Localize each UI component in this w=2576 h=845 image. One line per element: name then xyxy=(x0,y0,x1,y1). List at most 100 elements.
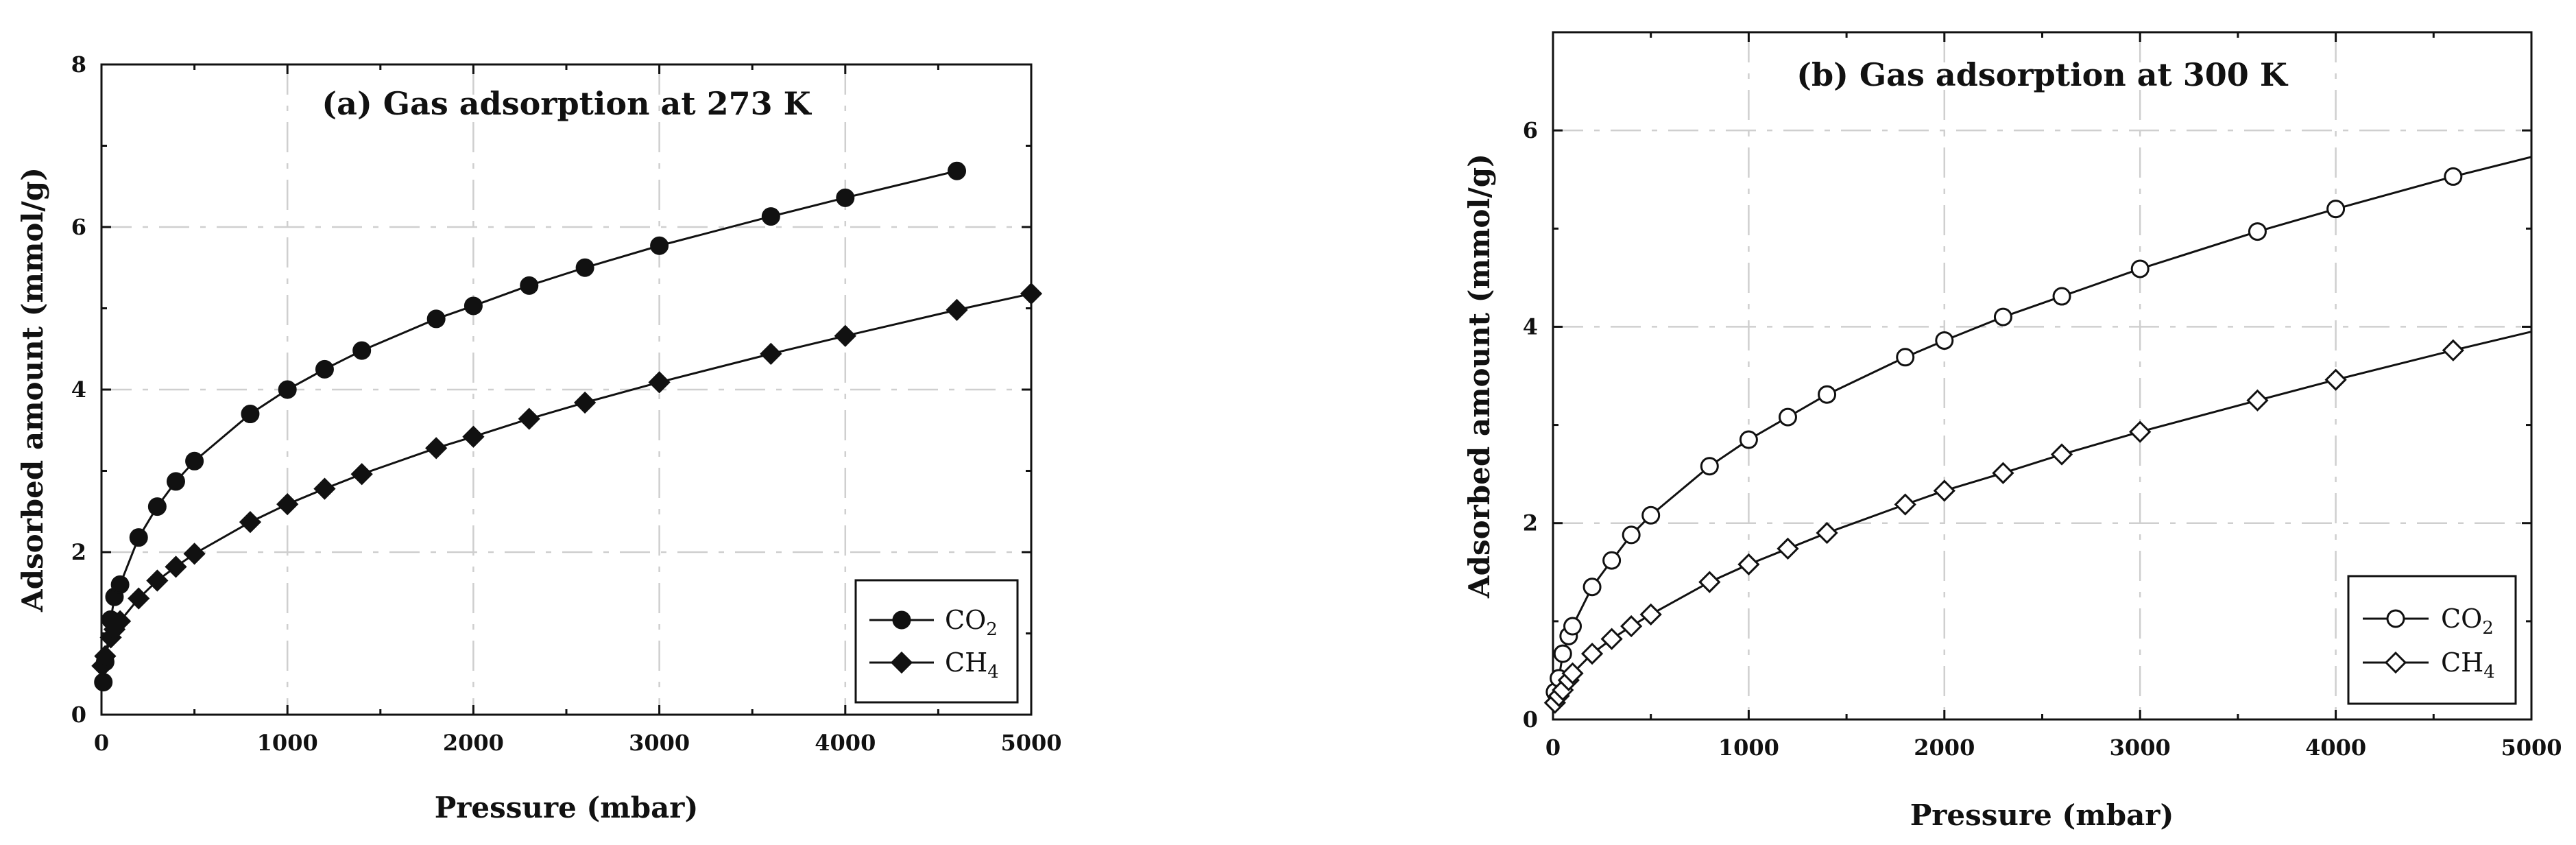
chart-a-point-ch4 xyxy=(946,298,968,321)
chart-a-point-co2 xyxy=(520,276,539,295)
chart-a-x-tick-label: 4000 xyxy=(815,730,876,756)
chart-b-point-co2 xyxy=(1582,578,1602,597)
chart-b-point-co2 xyxy=(1935,331,1954,350)
chart-b-point-co2 xyxy=(1739,430,1758,449)
chart-b-point-co2 xyxy=(1563,617,1582,636)
chart-b-y-tick-label: 0 xyxy=(1523,706,1538,733)
chart-b: 0 1000 2000 3000 4000 5000 0 2 4 6 (b) Gas adsorp… xyxy=(1462,31,2562,832)
chart-a-point-ch4 xyxy=(108,610,132,632)
chart-a-point-co2 xyxy=(352,341,372,360)
chart-a-point-ch4 xyxy=(128,587,150,610)
chart-a-point-ch4 xyxy=(648,371,671,394)
chart-a-point-ch4 xyxy=(350,463,373,486)
chart-b-y-axis-label: Adsorbed amount (mmol/g) xyxy=(1462,154,1496,599)
chart-a-point-ch4 xyxy=(313,477,336,500)
chart-a-x-tick-label: 2000 xyxy=(443,730,504,756)
chart-a-point-co2 xyxy=(147,497,167,516)
chart-b-point-ch4 xyxy=(1816,521,1838,545)
chart-a-legend-marker-co2 xyxy=(892,610,911,630)
chart-a-point-ch4 xyxy=(760,342,782,365)
chart-a-point-co2 xyxy=(129,528,148,547)
chart-b-point-co2 xyxy=(1993,307,2012,326)
chart-a-point-co2 xyxy=(241,405,260,424)
chart-b-point-co2 xyxy=(2248,222,2267,241)
chart-b-point-co2 xyxy=(1553,644,1572,663)
chart-a-title: (a) Gas adsorption at 273 K xyxy=(322,85,812,122)
chart-b-legend-marker-ch4 xyxy=(2384,651,2407,674)
chart-a-y-tick-label: 0 xyxy=(71,702,86,728)
chart-b-point-ch4 xyxy=(2442,339,2464,361)
chart-a-point-co2 xyxy=(315,359,334,379)
chart-b-x-tick-label: 2000 xyxy=(1914,735,1975,761)
chart-b-point-ch4 xyxy=(2129,420,2152,443)
chart-b-point-co2 xyxy=(1641,505,1661,525)
chart-a-point-ch4 xyxy=(183,543,206,565)
chart-b-x-tick-label: 3000 xyxy=(2110,735,2171,761)
chart-a-point-ch4 xyxy=(573,391,597,414)
chart-b-y-tick-label: 2 xyxy=(1523,510,1538,536)
chart-a-point-ch4 xyxy=(1020,283,1043,305)
chart-b-point-ch4 xyxy=(1600,628,1623,650)
chart-b-x-tick-label: 4000 xyxy=(2305,735,2366,761)
chart-a-point-ch4 xyxy=(834,324,856,347)
chart-b-point-ch4 xyxy=(2050,443,2073,466)
chart-a: 0 1000 2000 3000 4000 5000 0 2 4 6 8 (a) Gas adsor… xyxy=(16,51,1062,824)
chart-b-point-ch4 xyxy=(1992,462,2014,484)
chart-a-point-ch4 xyxy=(425,437,448,460)
chart-a-legend-marker-ch4 xyxy=(890,651,913,674)
chart-b-y-tick-label: 4 xyxy=(1523,313,1538,340)
chart-b-point-co2 xyxy=(2444,167,2463,186)
chart-a-point-co2 xyxy=(948,161,967,180)
chart-b-point-ch4 xyxy=(1698,571,1721,593)
chart-b-point-ch4 xyxy=(2324,368,2347,391)
chart-b-point-co2 xyxy=(1700,457,1719,476)
chart-a-point-co2 xyxy=(761,207,780,226)
chart-b-legend-box xyxy=(2347,575,2517,705)
chart-b-point-ch4 xyxy=(1737,553,1760,575)
chart-b-point-ch4 xyxy=(1620,615,1643,638)
chart-a-legend-box xyxy=(854,579,1019,704)
chart-b-x-tick-label: 1000 xyxy=(1718,735,1779,761)
chart-a-point-co2 xyxy=(94,673,113,692)
chart-b-legend-label-co2: CO2 xyxy=(2441,604,2494,639)
chart-b-point-co2 xyxy=(1602,551,1622,570)
chart-b-point-co2 xyxy=(1778,407,1797,427)
chart-a-legend-label-co2: CO2 xyxy=(945,605,998,640)
chart-a-point-co2 xyxy=(110,575,130,594)
chart-b-point-co2 xyxy=(2130,259,2150,278)
chart-a-legend: CO2 CH4 xyxy=(854,579,1019,704)
chart-a-point-co2 xyxy=(464,296,483,316)
chart-b-point-ch4 xyxy=(2246,389,2269,412)
chart-b-point-co2 xyxy=(1896,348,1915,367)
chart-b-point-ch4 xyxy=(1933,479,1955,502)
chart-b-x-tick-label: 5000 xyxy=(2501,735,2562,761)
chart-a-point-co2 xyxy=(426,309,446,329)
chart-a-point-ch4 xyxy=(239,511,262,534)
chart-b-point-co2 xyxy=(2326,200,2346,219)
chart-b-x-tick-label: 0 xyxy=(1545,735,1561,761)
chart-a-point-ch4 xyxy=(165,556,187,578)
chart-a-point-co2 xyxy=(575,258,594,277)
chart-b-legend: CO2 CH4 xyxy=(2347,575,2517,705)
chart-b-title: (b) Gas adsorption at 300 K xyxy=(1796,56,2289,93)
chart-b-legend-marker-co2 xyxy=(2386,609,2405,628)
chart-b-point-co2 xyxy=(1818,385,1837,404)
chart-a-y-tick-label: 4 xyxy=(71,377,86,403)
chart-a-y-axis-label: Adsorbed amount (mmol/g) xyxy=(16,167,49,612)
chart-a-x-tick-label: 1000 xyxy=(257,730,318,756)
chart-a-y-tick-label: 6 xyxy=(71,214,86,240)
chart-b-legend-label-ch4: CH4 xyxy=(2441,647,2495,682)
chart-a-point-ch4 xyxy=(518,407,540,430)
chart-a-x-tick-label: 5000 xyxy=(1000,730,1061,756)
chart-a-x-tick-label: 0 xyxy=(94,730,109,756)
chart-a-point-ch4 xyxy=(462,425,485,448)
chart-a-y-tick-label: 2 xyxy=(71,539,86,565)
chart-b-point-ch4 xyxy=(1639,603,1662,626)
chart-a-point-ch4 xyxy=(94,645,117,667)
chart-b-point-co2 xyxy=(1622,525,1641,545)
chart-a-legend-label-ch4: CH4 xyxy=(945,647,999,682)
chart-a-y-tick-label: 8 xyxy=(71,51,86,78)
chart-b-point-ch4 xyxy=(1561,662,1584,685)
chart-a-x-tick-label: 3000 xyxy=(629,730,690,756)
